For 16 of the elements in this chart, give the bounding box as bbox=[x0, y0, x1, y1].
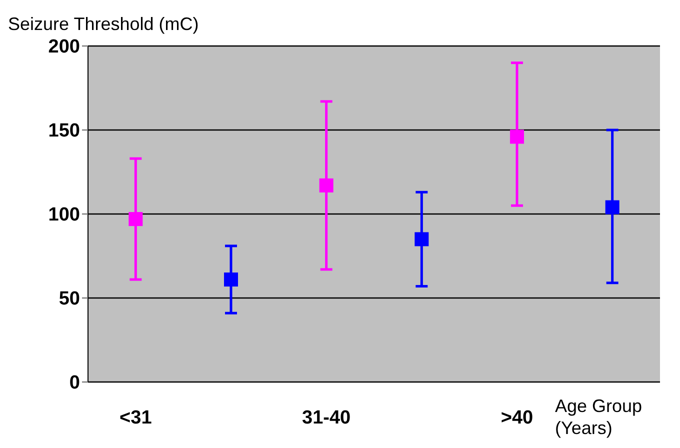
y-tick-label: 200 bbox=[48, 36, 80, 58]
x-tick-label: >40 bbox=[500, 407, 534, 428]
y-tick-label: 100 bbox=[48, 204, 80, 226]
y-tick-label: 0 bbox=[69, 372, 80, 394]
point bbox=[319, 178, 334, 192]
point bbox=[414, 232, 429, 246]
y-axis-title: Seizure Threshold (mC) bbox=[8, 14, 199, 34]
x-tick-label: 31-40 bbox=[302, 407, 351, 428]
point bbox=[510, 130, 524, 144]
x-axis-title: Age Group (Years) bbox=[555, 396, 642, 438]
y-tick-label: 50 bbox=[58, 288, 80, 310]
point bbox=[128, 212, 143, 226]
y-tick-label: 150 bbox=[48, 120, 80, 142]
x-tick-label: <31 bbox=[120, 407, 152, 428]
point bbox=[605, 200, 620, 214]
point bbox=[224, 272, 238, 287]
